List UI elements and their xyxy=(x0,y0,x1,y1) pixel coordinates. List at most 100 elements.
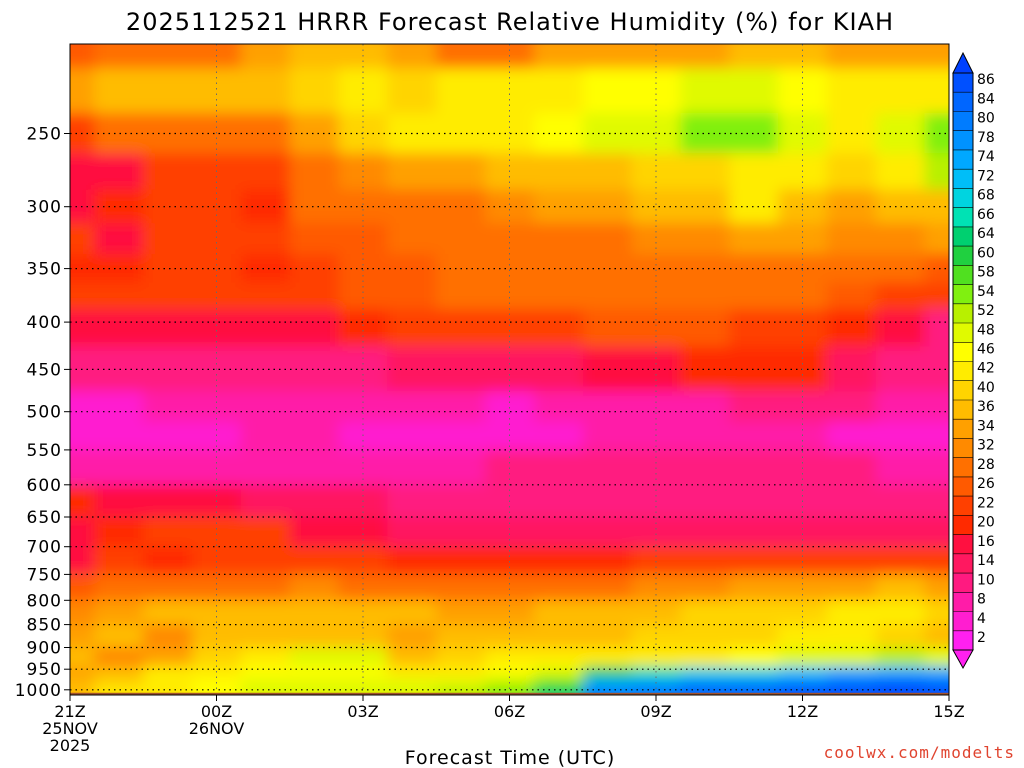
colorbar-label: 72 xyxy=(977,168,995,184)
colorbar-label: 80 xyxy=(977,111,995,127)
y-tick-label: 800 xyxy=(27,591,62,611)
rh-cell xyxy=(289,309,340,348)
rh-cell xyxy=(436,44,486,69)
x-axis-label: Forecast Time (UTC) xyxy=(405,747,615,768)
rh-cell xyxy=(338,44,388,69)
colorbar-label: 32 xyxy=(977,438,995,454)
colorbar-label: 60 xyxy=(977,245,995,261)
rh-cell xyxy=(289,254,340,284)
rh-cell xyxy=(924,391,949,423)
rh-cell xyxy=(533,44,584,69)
rh-cell xyxy=(924,153,949,191)
rh-cell xyxy=(143,647,193,667)
rh-cell xyxy=(485,624,535,649)
rh-cell xyxy=(875,546,926,575)
rh-cell xyxy=(289,346,340,392)
rh-cell xyxy=(485,189,535,224)
rh-cell xyxy=(436,574,486,601)
rh-cell xyxy=(143,282,193,310)
rh-cell xyxy=(387,517,437,548)
rh-cell xyxy=(70,44,95,69)
rh-cell xyxy=(582,346,633,392)
rh-cell xyxy=(875,647,926,667)
rh-cell xyxy=(94,687,144,695)
rh-cell xyxy=(94,113,144,154)
colorbar-swatch xyxy=(953,169,973,189)
rh-cell xyxy=(875,421,926,451)
rh-cell xyxy=(94,421,144,451)
rh-cell xyxy=(192,600,242,626)
rh-cell xyxy=(240,600,291,626)
ground-surface xyxy=(70,692,949,695)
rh-cell xyxy=(289,666,340,680)
rh-cell xyxy=(240,223,291,255)
y-tick-label: 350 xyxy=(27,260,62,280)
rh-cell xyxy=(387,687,437,695)
rh-cell xyxy=(485,687,535,695)
x-tick-label: 21Z xyxy=(54,702,85,721)
rh-cell xyxy=(631,223,681,255)
rh-cell xyxy=(70,282,95,310)
rh-cell xyxy=(680,223,730,255)
rh-cell xyxy=(631,254,681,284)
rh-cell xyxy=(826,391,877,423)
rh-cell xyxy=(192,517,242,548)
rh-cell xyxy=(826,309,877,348)
source-credit: coolwx.com/modelts xyxy=(824,743,1015,762)
y-tick-label: 900 xyxy=(27,639,62,659)
rh-cell xyxy=(582,449,633,486)
rh-cell xyxy=(729,68,779,114)
colorbar-swatch xyxy=(953,611,973,632)
rh-cell xyxy=(436,68,486,114)
rh-cell xyxy=(533,546,584,575)
rh-cell xyxy=(387,309,437,348)
rh-cell xyxy=(680,44,730,69)
rh-cell xyxy=(875,484,926,518)
rh-cell xyxy=(924,449,949,486)
colorbar-label: 74 xyxy=(977,149,995,165)
rh-cell xyxy=(875,666,926,680)
colorbar-swatch xyxy=(953,303,973,324)
colorbar-label: 66 xyxy=(977,207,995,223)
rh-cell xyxy=(631,44,681,69)
colorbar-label: 14 xyxy=(977,553,995,569)
rh-cell xyxy=(70,678,95,689)
rh-cell xyxy=(485,647,535,667)
rh-cell xyxy=(729,391,779,423)
rh-cell xyxy=(826,546,877,575)
rh-cell xyxy=(778,666,828,680)
rh-cell xyxy=(70,421,95,451)
rh-cell xyxy=(70,624,95,649)
rh-cell xyxy=(289,574,340,601)
rh-cell xyxy=(826,517,877,548)
colorbar-swatch xyxy=(953,553,973,574)
rh-cell xyxy=(436,666,486,680)
colorbar-swatch xyxy=(953,630,973,651)
rh-cell xyxy=(94,223,144,255)
rh-cell xyxy=(631,600,681,626)
rh-cell xyxy=(289,44,340,69)
colorbar-swatch xyxy=(953,515,973,536)
rh-cell xyxy=(875,309,926,348)
rh-cell xyxy=(875,153,926,191)
colorbar-legend: 8684807874726866646058545248464240363432… xyxy=(952,51,995,670)
rh-cell xyxy=(631,517,681,548)
rh-cell xyxy=(533,666,584,680)
rh-cell xyxy=(680,153,730,191)
colorbar-label: 78 xyxy=(977,130,995,146)
rh-cell xyxy=(582,666,633,680)
colorbar-swatch xyxy=(953,457,973,478)
rh-cell xyxy=(240,624,291,649)
rh-cell xyxy=(582,391,633,423)
y-tick-label: 300 xyxy=(27,198,62,218)
rh-cell xyxy=(70,546,95,575)
rh-cell xyxy=(729,678,779,689)
rh-cell xyxy=(240,687,291,695)
rh-cell xyxy=(924,600,949,626)
rh-cell xyxy=(70,449,95,486)
rh-cell xyxy=(924,484,949,518)
rh-cell xyxy=(875,68,926,114)
colorbar-swatch xyxy=(953,284,973,305)
rh-cell xyxy=(240,113,291,154)
rh-cell xyxy=(436,546,486,575)
